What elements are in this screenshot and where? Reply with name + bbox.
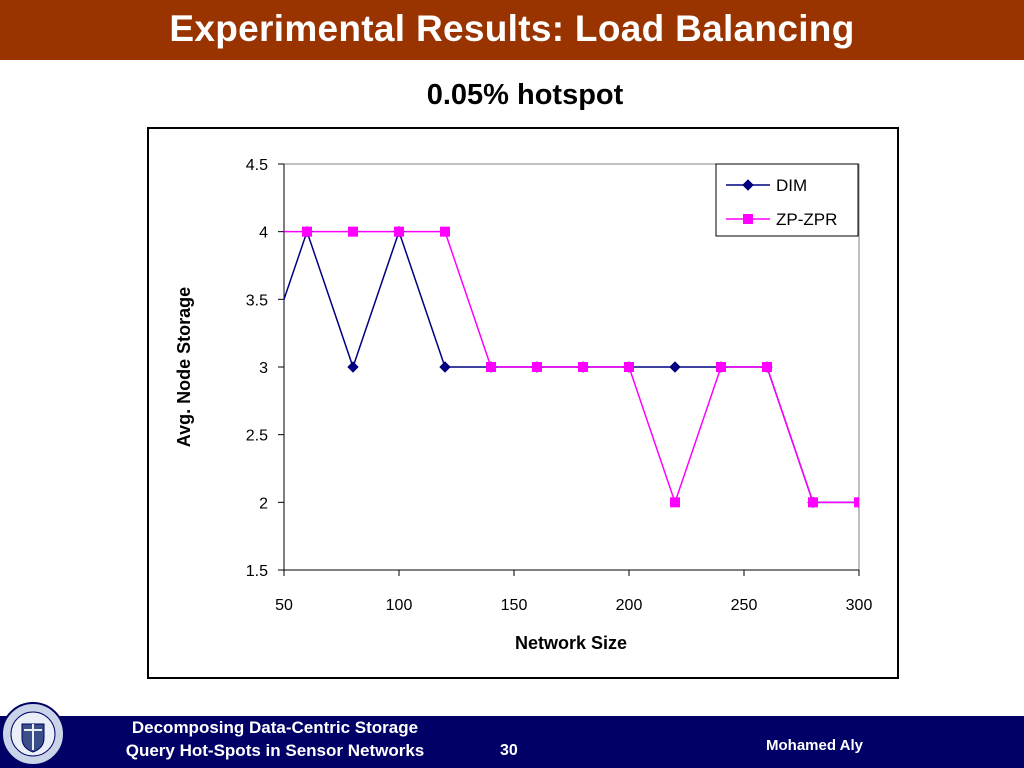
y-tick-label: 2.5 [246, 428, 268, 445]
x-tick-label: 150 [501, 597, 528, 614]
data-point-zp-zpr [302, 226, 312, 237]
data-point-dim [669, 361, 681, 373]
series-line-zp-zpr [284, 230, 859, 505]
x-axis-label: Network Size [515, 633, 627, 653]
university-seal-icon [1, 702, 65, 766]
x-tick-label: 50 [275, 597, 293, 614]
y-tick-label: 2 [259, 495, 268, 512]
x-tick-label: 100 [386, 597, 413, 614]
footer-bar [0, 716, 1024, 768]
data-point-dim [439, 361, 451, 373]
data-point-zp-zpr [716, 362, 726, 372]
data-point-zp-zpr [808, 497, 818, 508]
footer-line-2: Query Hot-Spots in Sensor Networks [125, 741, 425, 760]
page-number: 30 [500, 742, 518, 759]
data-point-zp-zpr [486, 362, 496, 372]
legend-label-zp-zpr: ZP-ZPR [776, 210, 837, 229]
y-tick-label: 4.5 [246, 157, 268, 174]
x-tick-label: 250 [731, 597, 758, 614]
legend: DIM ZP-ZPR [715, 163, 859, 237]
data-point-dim [347, 361, 359, 373]
data-point-zp-zpr [532, 362, 542, 372]
y-tick-label: 1.5 [246, 563, 268, 580]
legend-marker-dim [742, 179, 754, 191]
data-point-zp-zpr [854, 497, 859, 508]
data-point-zp-zpr [578, 362, 588, 372]
legend-label-dim: DIM [776, 176, 807, 195]
footer-line-1: Decomposing Data-Centric Storage [131, 718, 419, 737]
title-bar [0, 0, 1024, 60]
y-axis-label: Avg. Node Storage [174, 287, 194, 447]
chart-title: 0.05% hotspot [426, 79, 624, 111]
y-tick-label: 4 [259, 225, 268, 242]
data-point-zp-zpr [348, 226, 358, 237]
data-point-zp-zpr [624, 362, 634, 372]
data-point-zp-zpr [394, 226, 404, 237]
x-tick-label: 200 [616, 597, 643, 614]
data-point-zp-zpr [762, 362, 772, 372]
x-tick-label: 300 [846, 597, 873, 614]
data-point-zp-zpr [440, 226, 450, 237]
y-tick-label: 3 [259, 360, 268, 377]
legend-marker-zp-zpr [743, 214, 753, 224]
data-point-zp-zpr [670, 497, 680, 508]
slide-title: Experimental Results: Load Balancing [169, 8, 855, 49]
author-name: Mohamed Aly [766, 737, 863, 754]
y-tick-label: 3.5 [246, 292, 268, 309]
